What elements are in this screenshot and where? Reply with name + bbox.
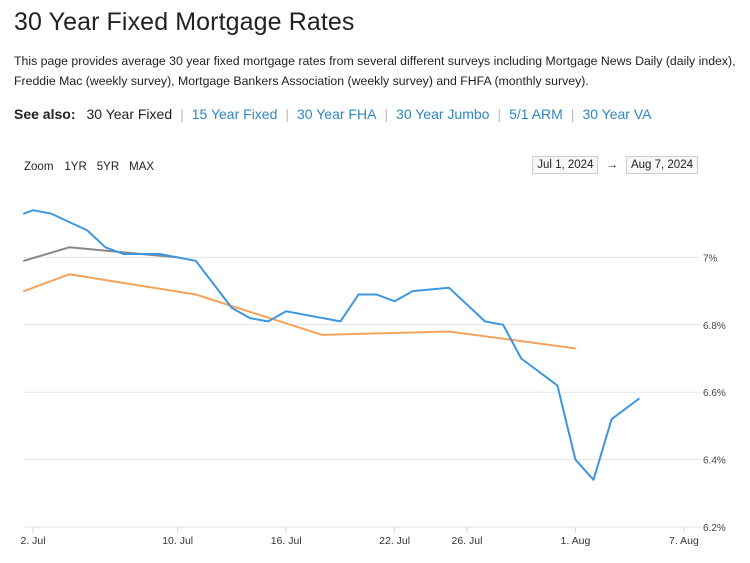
x-tick-label: 26. Jul [451, 535, 482, 547]
link-15-year-fixed[interactable]: 15 Year Fixed [191, 106, 278, 122]
zoom-1yr-button[interactable]: 1YR [64, 161, 87, 173]
y-tick-label: 6.6% [703, 388, 726, 399]
y-tick-label: 6.8% [703, 321, 726, 332]
x-tick-label: 1. Aug [561, 535, 591, 547]
series-line-freddie[interactable] [23, 273, 577, 350]
range-arrow: → [606, 159, 618, 171]
page-title: 30 Year Fixed Mortgage Rates [14, 8, 355, 36]
y-tick-label: 7% [703, 253, 718, 264]
see-also-nav: See also: 30 Year Fixed | 15 Year Fixed … [14, 104, 651, 124]
separator: | [285, 106, 290, 122]
date-range-selector: Jul 1, 2024 → Aug 7, 2024 [532, 156, 698, 174]
x-tick-label: 7. Aug [669, 535, 699, 547]
link-30-year-fixed[interactable]: 30 Year Fixed [86, 106, 173, 122]
link-30-year-va[interactable]: 30 Year VA [582, 106, 652, 122]
link-30-year-jumbo[interactable]: 30 Year Jumbo [396, 106, 490, 122]
grid-layer [24, 256, 702, 528]
y-axis: 6.2% 6.4% 6.6% 6.8% 7% [703, 253, 726, 534]
x-tick-label: 2. Jul [20, 535, 45, 547]
zoom-max-button[interactable]: MAX [129, 161, 155, 173]
zoom-controls: Zoom 1YR 5YR MAX [24, 158, 159, 176]
x-tick-label: 10. Jul [162, 535, 193, 547]
separator: | [180, 106, 184, 122]
separator: | [384, 106, 389, 122]
x-tick-label: 16. Jul [271, 535, 302, 547]
range-from-input[interactable]: Jul 1, 2024 [532, 156, 599, 174]
zoom-label: Zoom [24, 161, 54, 173]
series-layer [23, 209, 640, 481]
range-to-input[interactable]: Aug 7, 2024 [625, 156, 698, 174]
link-30-year-fha[interactable]: 30 Year FHA [297, 106, 377, 122]
x-axis: 2. Jul 10. Jul 16. Jul 22. Jul 26. Jul 1. Aug… [20, 527, 699, 547]
x-tick-label: 22. Jul [379, 535, 410, 547]
y-tick-label: 6.2% [703, 523, 726, 534]
y-tick-label: 6.4% [703, 456, 726, 467]
page-description: This page provides average 30 year fixed… [14, 54, 736, 88]
link-5-1-arm[interactable]: 5/1 ARM [509, 106, 563, 122]
see-also-label: See also: [14, 106, 76, 122]
separator: | [570, 106, 575, 122]
separator: | [497, 106, 502, 122]
zoom-5yr-button[interactable]: 5YR [96, 161, 120, 173]
series-line-mnd[interactable] [23, 209, 640, 481]
